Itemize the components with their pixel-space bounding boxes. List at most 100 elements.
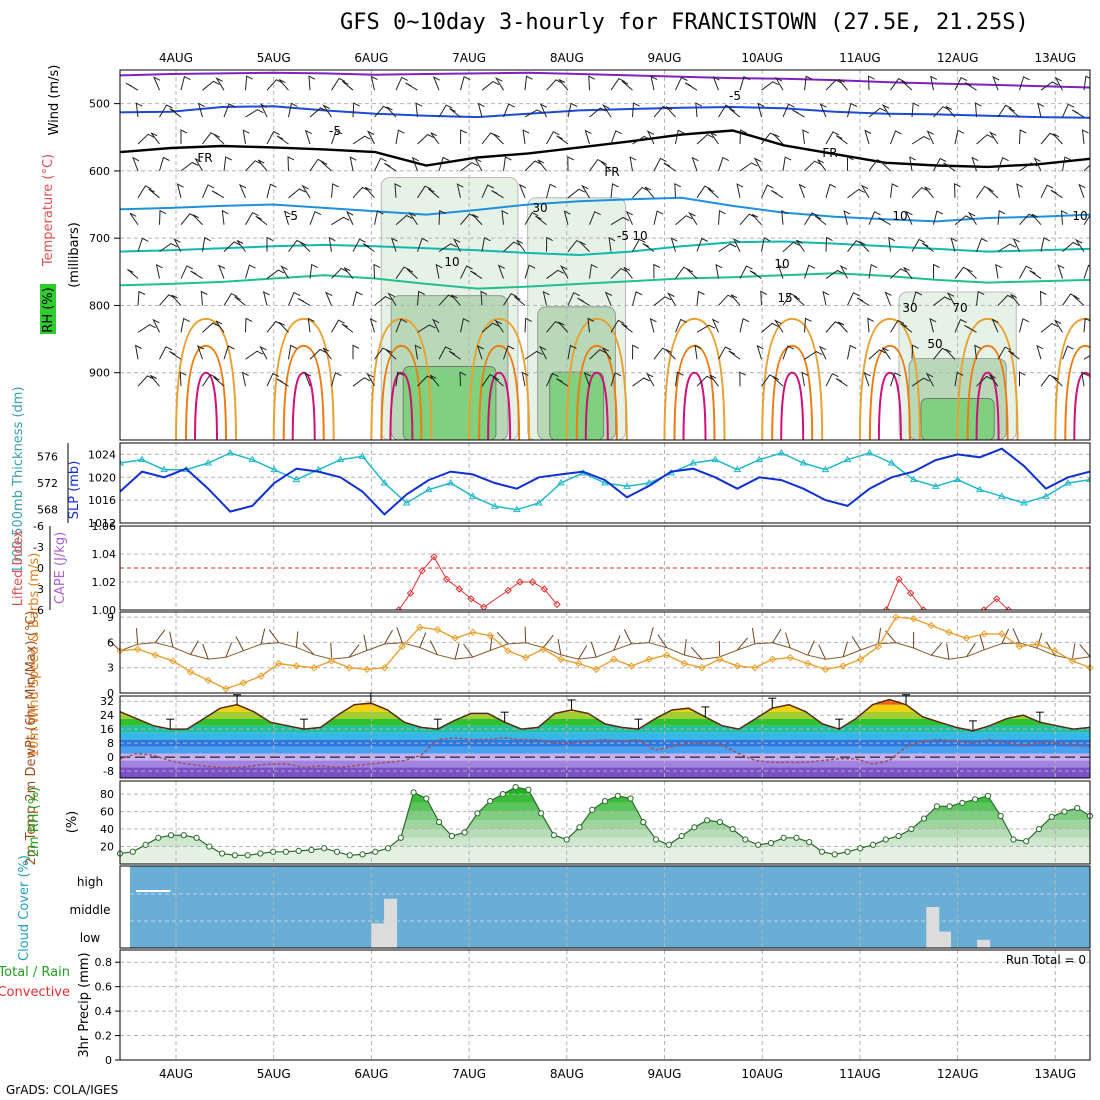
li-tick-label: 0 bbox=[37, 562, 44, 575]
wind-barb bbox=[602, 347, 612, 360]
wind-barb bbox=[905, 210, 913, 225]
wind-barb bbox=[309, 107, 327, 118]
temp-contour-warm bbox=[966, 344, 1009, 440]
wind-barb bbox=[728, 350, 741, 360]
wind-barb bbox=[610, 216, 630, 226]
temperature-bands bbox=[120, 699, 1090, 778]
wind-speed-marker bbox=[1051, 647, 1059, 655]
y-axis-label-temperature: Temperature (°C) bbox=[41, 154, 56, 267]
wind-barb bbox=[374, 296, 392, 306]
wind-barb bbox=[452, 238, 461, 252]
temp-contour-warm bbox=[771, 344, 814, 440]
wind-barb bbox=[137, 290, 146, 306]
cape-marker bbox=[467, 595, 475, 603]
wind-barb bbox=[933, 210, 944, 225]
wind-barb bbox=[411, 156, 419, 172]
wind-barb bbox=[1083, 264, 1090, 279]
wind-barb bbox=[881, 103, 891, 118]
rh-marker bbox=[627, 795, 634, 802]
rh-marker bbox=[1074, 804, 1081, 812]
wind-barb bbox=[1083, 317, 1090, 333]
wind-barb bbox=[159, 104, 173, 118]
wind-barb bbox=[384, 162, 397, 172]
wind-speed-marker bbox=[169, 657, 177, 665]
wind-barb bbox=[430, 132, 440, 145]
temp-contour-warm bbox=[761, 317, 824, 440]
wind-barb bbox=[1052, 376, 1063, 387]
thickness-marker bbox=[865, 449, 874, 456]
wind-barb bbox=[320, 161, 332, 172]
surface-wind-barb bbox=[108, 639, 121, 652]
rh-marker bbox=[435, 818, 443, 826]
wind-barb bbox=[236, 240, 246, 252]
wind-barb bbox=[971, 156, 979, 172]
wind-speed-marker bbox=[627, 662, 636, 670]
contour-label: 30 bbox=[902, 301, 917, 315]
rh-marker bbox=[678, 832, 685, 840]
wind-barb bbox=[802, 129, 810, 145]
wind-barb bbox=[535, 215, 547, 226]
wind-barb bbox=[950, 237, 958, 252]
wind-barb bbox=[150, 375, 160, 387]
wind-barb bbox=[245, 211, 259, 225]
low-cloud-bar bbox=[926, 907, 940, 948]
temp-contour-warm bbox=[291, 371, 316, 440]
wind-barb bbox=[494, 319, 504, 333]
wind-barb bbox=[309, 211, 322, 225]
surface-wind-barb bbox=[348, 644, 360, 658]
wind-barb bbox=[387, 292, 397, 306]
surface-wind-barb bbox=[1079, 644, 1091, 657]
wind-barb bbox=[761, 237, 771, 252]
thickness-marker bbox=[490, 502, 499, 509]
rh-marker bbox=[729, 825, 736, 833]
wind-barb bbox=[1040, 237, 1051, 252]
wind-barb bbox=[610, 372, 622, 387]
wind-barb bbox=[245, 160, 262, 172]
wind-barb bbox=[804, 75, 813, 91]
wind-barb bbox=[328, 236, 336, 252]
wind-barb bbox=[696, 290, 705, 306]
surface-wind-barb bbox=[736, 637, 748, 651]
wind-barb bbox=[890, 268, 907, 279]
wind-barb bbox=[218, 264, 226, 279]
wind-speed-marker bbox=[998, 630, 1006, 638]
wind-barb bbox=[470, 270, 483, 279]
wind-barb bbox=[501, 209, 509, 225]
rh-marker bbox=[614, 792, 621, 799]
temp-tick-label: 8 bbox=[107, 737, 114, 750]
wind-barb bbox=[524, 317, 532, 333]
rh-marker bbox=[321, 845, 328, 852]
y-axis-label-cape: CAPE (J/kg) bbox=[53, 532, 68, 604]
x-tick-label-bottom: 12AUG bbox=[937, 1067, 979, 1081]
wind-barb bbox=[878, 217, 891, 226]
wind-speed-marker bbox=[663, 651, 671, 659]
surface-wind-barb bbox=[751, 627, 756, 644]
wind-barb bbox=[868, 263, 878, 279]
rh-marker bbox=[1048, 813, 1055, 820]
wind-barb bbox=[429, 374, 440, 387]
wind-barb bbox=[417, 133, 434, 145]
wind-barb bbox=[341, 323, 354, 333]
surface-wind-barb bbox=[946, 643, 950, 660]
wind-barb bbox=[601, 104, 612, 118]
wind-barb bbox=[556, 378, 569, 387]
surface-wind-barb bbox=[542, 634, 554, 648]
wind-barb bbox=[804, 351, 823, 360]
wind-barb bbox=[169, 350, 182, 360]
thickness-marker bbox=[446, 479, 455, 486]
wind-barb bbox=[925, 372, 934, 387]
wind-barb bbox=[438, 209, 446, 225]
rh-marker bbox=[525, 786, 532, 793]
rh-tick-label: 60 bbox=[100, 806, 114, 819]
wind-barb bbox=[386, 106, 397, 118]
precip-legend-total: Total / Rain bbox=[0, 965, 70, 980]
wind-barb bbox=[760, 290, 768, 306]
wind-barb bbox=[1019, 371, 1026, 387]
y-axis-label-thickness: 1000-500mb Thickness (dm) bbox=[11, 386, 26, 573]
wind-barb bbox=[860, 184, 870, 199]
wind-barb bbox=[675, 318, 687, 333]
wind-barb bbox=[711, 318, 720, 333]
wind-barb bbox=[992, 75, 1000, 91]
surface-wind-barb bbox=[268, 629, 280, 643]
wind-barb bbox=[911, 102, 920, 118]
